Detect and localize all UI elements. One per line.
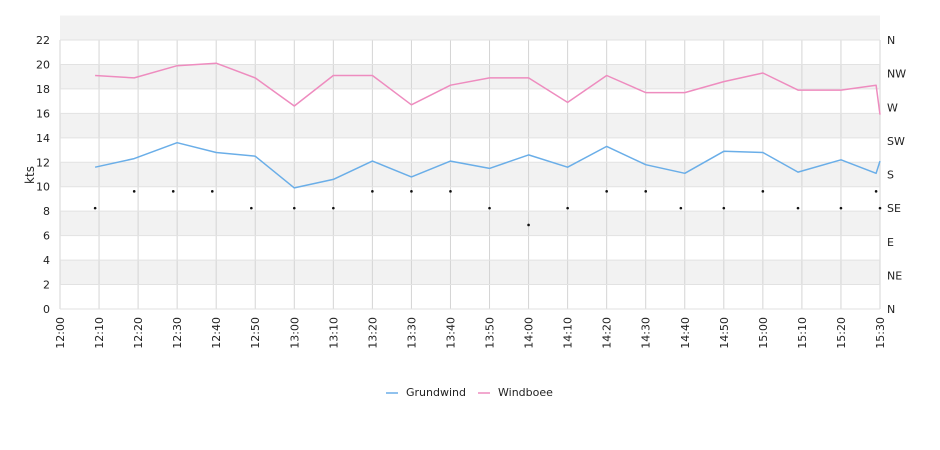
- series-lines: [94, 62, 881, 189]
- direction-marker: [644, 190, 648, 193]
- direction-marker: [93, 206, 97, 210]
- direction-marker: [878, 206, 882, 210]
- direction-marker: [132, 190, 136, 193]
- direction-marker: [679, 206, 683, 210]
- x-tick-label: 12:00: [54, 317, 67, 349]
- y-axis-ticks: 0 2 4 6 8 10 12 14 16 18 20 22: [36, 34, 50, 316]
- y-tick-label: 12: [36, 156, 50, 169]
- x-tick-label: 13:20: [366, 317, 379, 349]
- y-tick-label: 4: [43, 254, 50, 267]
- x-tick-label: 12:50: [249, 317, 262, 349]
- x-tick-label: 14:00: [523, 317, 536, 349]
- x-tick-label: 14:30: [640, 317, 653, 349]
- x-tick-label: 13:10: [327, 317, 340, 349]
- direction-marker: [874, 190, 878, 193]
- grid-band: [60, 64, 880, 89]
- grid-band: [60, 15, 880, 40]
- y-tick-label: 2: [43, 279, 50, 292]
- y-tick-label: 10: [36, 181, 50, 194]
- horizontal-gridlines: [60, 39, 880, 310]
- legend: Grundwind Windboee: [386, 386, 553, 399]
- x-tick-label: 15:10: [796, 317, 809, 349]
- x-tick-label: 15:30: [874, 317, 887, 349]
- x-tick-label: 14:50: [718, 317, 731, 349]
- y2-tick-label: E: [887, 236, 894, 249]
- direction-marker: [527, 223, 530, 227]
- legend-entry: Windboee: [498, 386, 553, 399]
- direction-marker: [796, 206, 800, 210]
- y2-tick-label: SW: [887, 135, 905, 148]
- x-tick-label: 13:50: [484, 317, 497, 349]
- x-tick-label: 13:40: [444, 317, 457, 349]
- direction-marker: [839, 206, 843, 210]
- x-tick-label: 12:20: [132, 317, 145, 349]
- direction-marker: [371, 190, 374, 193]
- grid-band: [60, 113, 880, 138]
- direction-marker: [292, 206, 296, 210]
- y2-tick-label: SE: [887, 202, 901, 215]
- direction-marker: [332, 206, 335, 210]
- vertical-gridlines: [59, 40, 881, 309]
- direction-markers: [93, 190, 882, 227]
- x-tick-label: 14:40: [679, 317, 692, 349]
- y-tick-label: 16: [36, 107, 50, 120]
- direction-marker: [566, 206, 569, 210]
- y2-tick-label: NW: [887, 68, 906, 81]
- x-tick-label: 14:20: [601, 317, 614, 349]
- x-tick-label: 13:30: [405, 317, 418, 349]
- grid-band: [60, 162, 880, 187]
- x-tick-label: 15:20: [835, 317, 848, 349]
- direction-marker: [722, 206, 726, 210]
- x-tick-label: 14:10: [562, 317, 575, 349]
- legend-entry: Grundwind: [406, 386, 466, 399]
- series-line-windboee: [95, 62, 881, 115]
- y2-tick-label: NE: [887, 269, 902, 282]
- y-tick-label: 0: [43, 303, 50, 316]
- grid-band: [60, 211, 880, 236]
- direction-marker: [250, 206, 253, 210]
- y2-tick-label: N: [887, 34, 895, 47]
- y2-tick-label: W: [887, 101, 898, 114]
- x-tick-label: 13:00: [288, 317, 301, 349]
- x-tick-label: 12:30: [171, 317, 184, 349]
- direction-marker: [171, 190, 175, 193]
- y2-tick-label: S: [887, 169, 894, 182]
- direction-marker: [488, 206, 491, 210]
- y-tick-label: 18: [36, 83, 50, 96]
- x-axis-ticks: 12:00 12:10 12:20 12:30 12:40 12:50 13:00 13:10…: [54, 317, 887, 349]
- y2-axis-ticks: N NE E SE S SW W NW N: [887, 34, 906, 316]
- direction-marker: [761, 190, 765, 193]
- x-tick-label: 15:00: [757, 317, 770, 349]
- direction-marker: [449, 190, 452, 193]
- y-axis-label: kts: [23, 166, 37, 184]
- y-tick-label: 14: [36, 132, 50, 145]
- y-tick-label: 20: [36, 58, 50, 71]
- y-tick-label: 6: [43, 230, 50, 243]
- direction-marker: [410, 190, 413, 193]
- y-tick-label: 22: [36, 34, 50, 47]
- x-tick-label: 12:10: [93, 317, 106, 349]
- grid-band: [60, 260, 880, 285]
- direction-marker: [605, 190, 608, 193]
- x-tick-label: 12:40: [210, 317, 223, 349]
- series-line-grundwind: [94, 141, 881, 189]
- y-tick-label: 8: [43, 205, 50, 218]
- y2-tick-label: N: [887, 303, 895, 316]
- direction-marker: [210, 190, 214, 193]
